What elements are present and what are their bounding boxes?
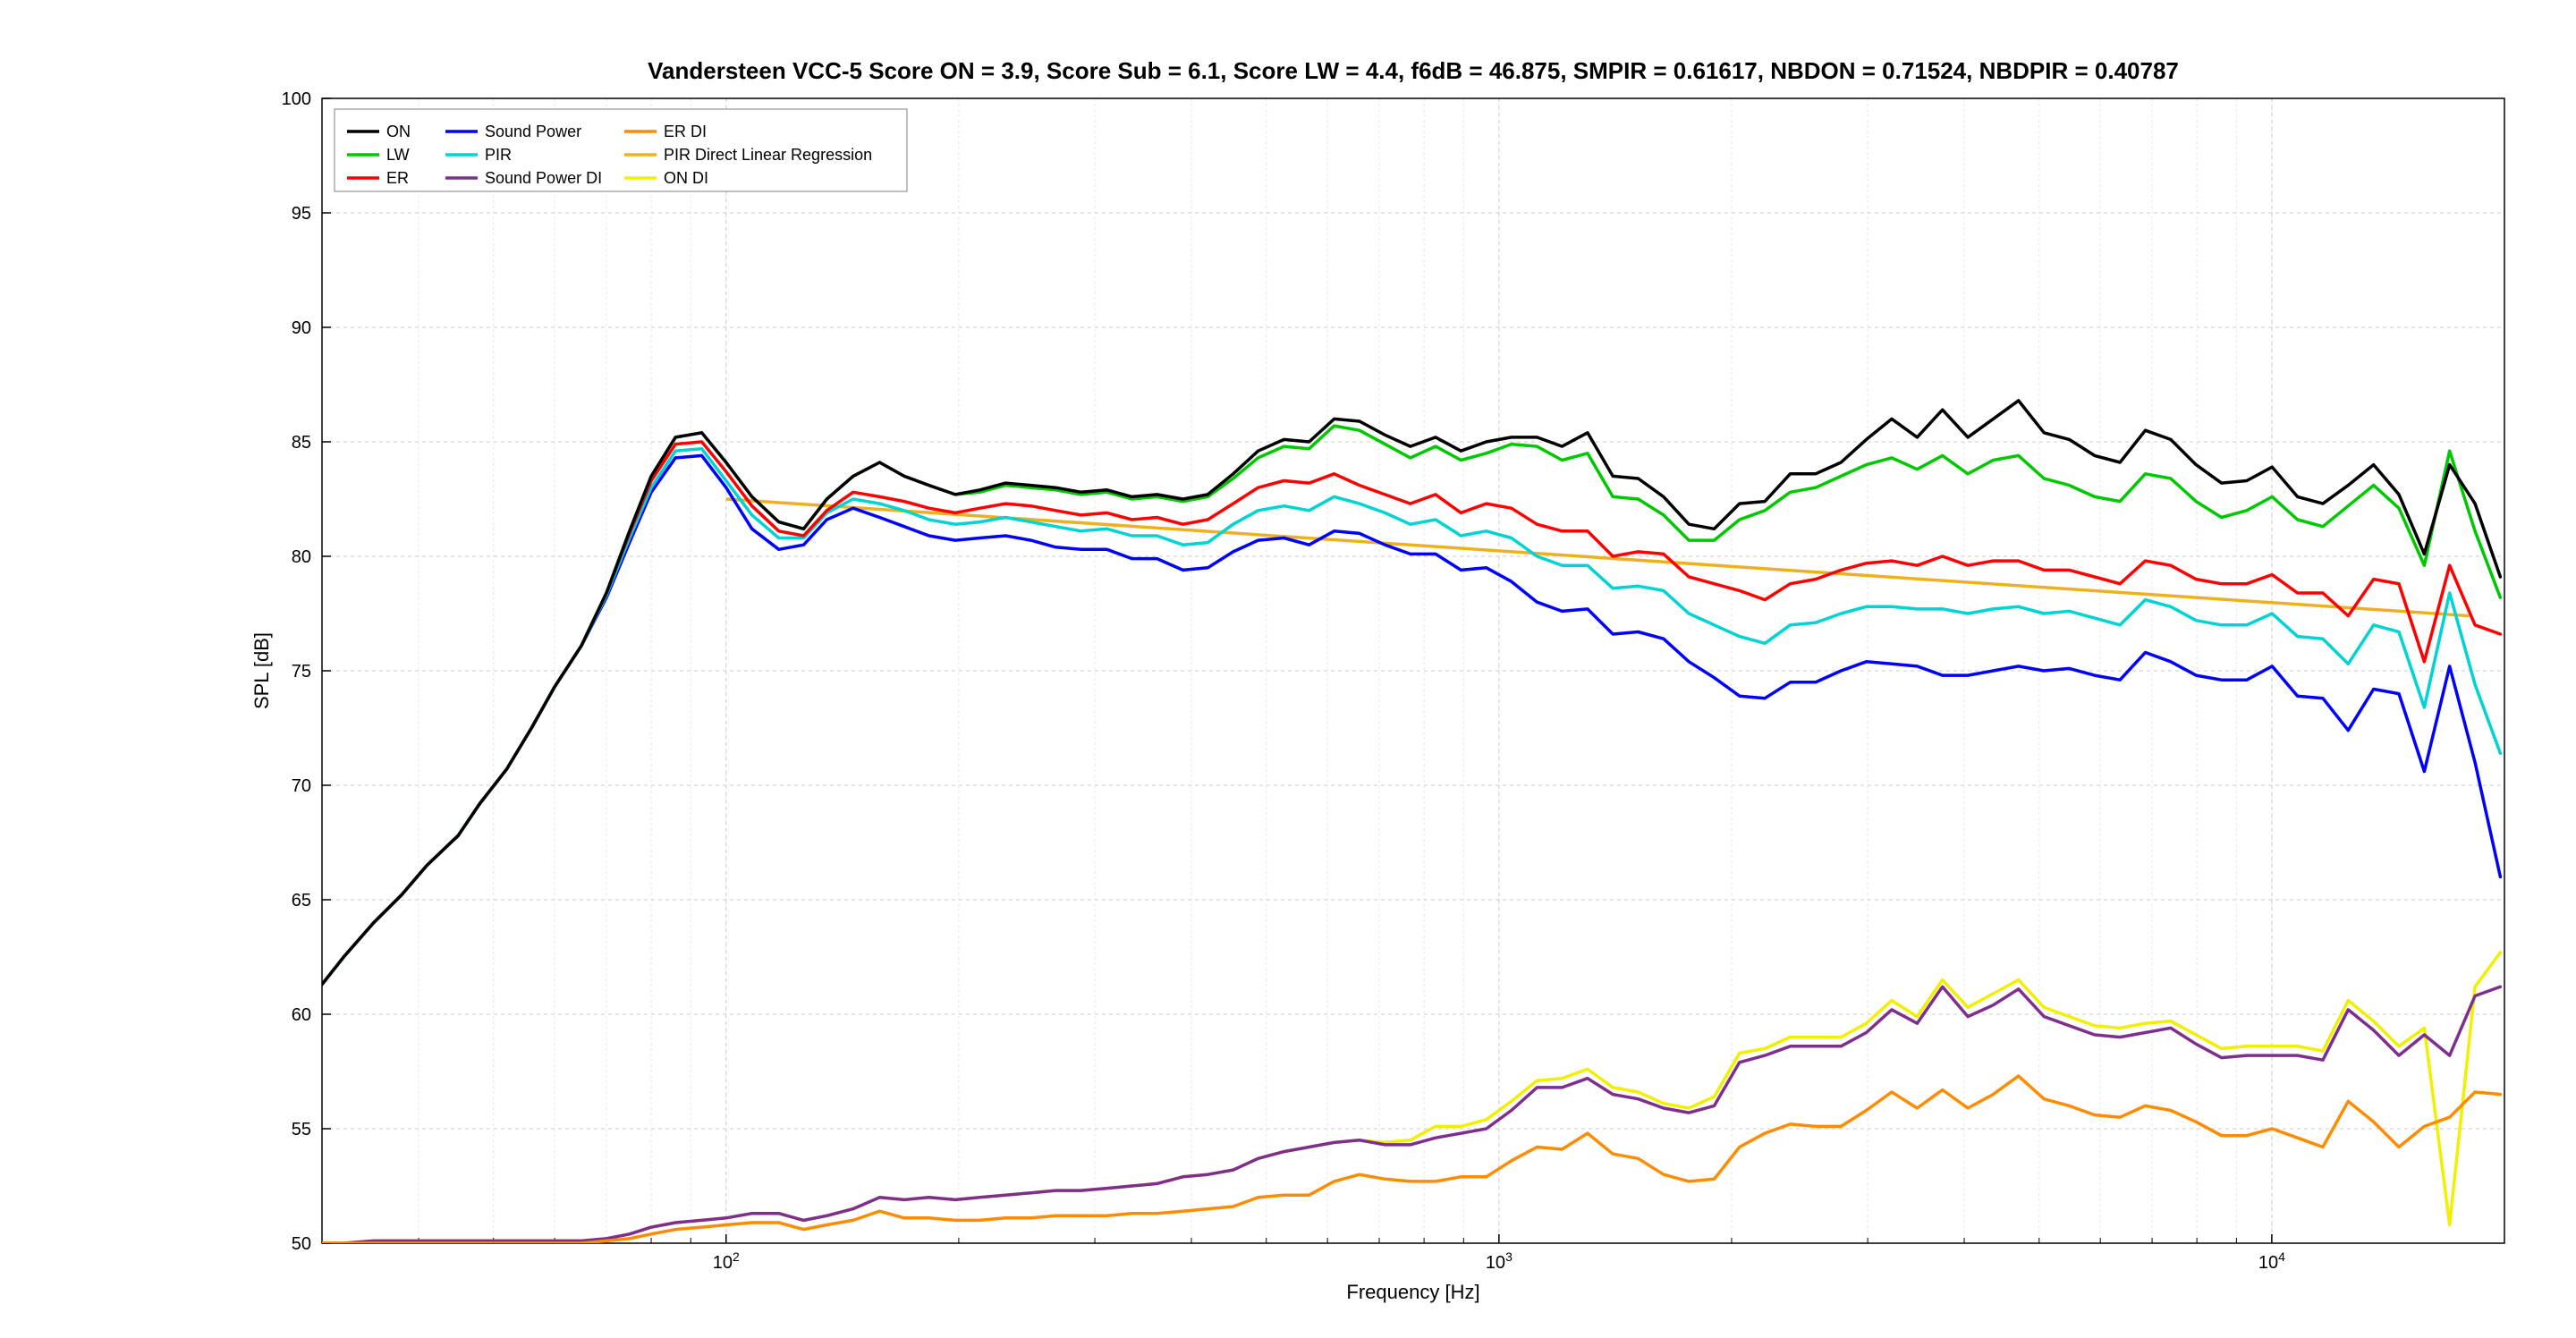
xlabel: Frequency [Hz] xyxy=(1346,1281,1479,1303)
ytick-label: 50 xyxy=(292,1234,311,1254)
ytick-label: 75 xyxy=(292,662,311,682)
legend-label: Sound Power DI xyxy=(485,169,602,187)
legend-label: PIR xyxy=(485,146,512,164)
ytick-label: 60 xyxy=(292,1005,311,1025)
ytick-label: 70 xyxy=(292,776,311,796)
legend-label: LW xyxy=(386,146,410,164)
ylabel: SPL [dB] xyxy=(250,632,273,709)
ytick-label: 65 xyxy=(292,891,311,910)
chart-title: Vandersteen VCC-5 Score ON = 3.9, Score … xyxy=(648,57,2179,84)
chart-svg: 50556065707580859095100102103104Frequenc… xyxy=(0,0,2576,1338)
ytick-label: 100 xyxy=(282,89,311,109)
ytick-label: 55 xyxy=(292,1120,311,1139)
legend-label: ER DI xyxy=(664,123,707,140)
ytick-label: 85 xyxy=(292,433,311,453)
legend-label: ON DI xyxy=(664,169,708,187)
legend-label: Sound Power xyxy=(485,123,581,140)
chart-container: 50556065707580859095100102103104Frequenc… xyxy=(0,0,2576,1338)
legend-label: ON xyxy=(386,123,411,140)
ytick-label: 90 xyxy=(292,318,311,338)
ytick-label: 95 xyxy=(292,204,311,224)
legend-label: PIR Direct Linear Regression xyxy=(664,146,872,164)
ytick-label: 80 xyxy=(292,547,311,567)
legend-label: ER xyxy=(386,169,409,187)
